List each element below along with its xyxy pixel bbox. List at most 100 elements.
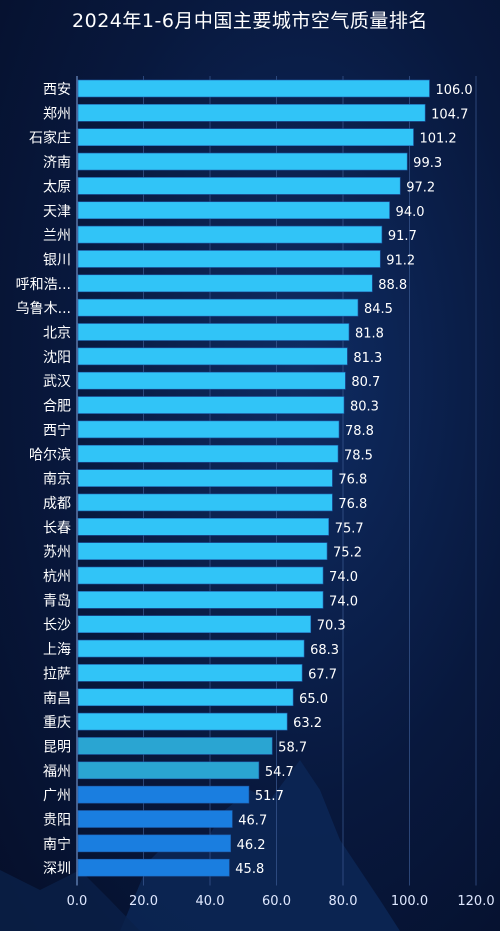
- data-label: 78.8: [345, 424, 374, 439]
- data-label: 46.2: [237, 838, 266, 853]
- data-label: 81.8: [355, 327, 384, 342]
- data-label: 76.8: [338, 497, 367, 512]
- bar: [77, 615, 312, 634]
- background-mountains: [0, 760, 400, 931]
- bar: [77, 566, 324, 585]
- category-label: 太原: [43, 179, 71, 195]
- data-label: 76.8: [338, 473, 367, 488]
- mountain-shape: [0, 870, 140, 931]
- x-axis-ticks: 0.0 20.0 40.0 60.0 80.0 100.0 120.0: [67, 894, 495, 909]
- category-label: 武汉: [43, 374, 71, 390]
- category-label: 南昌: [43, 691, 71, 707]
- category-label: 兰州: [43, 228, 71, 244]
- bar: [77, 542, 328, 560]
- value-labels: 106.0 104.7 101.2 99.3 97.2 94.0 91.7 91.2 88.8 8…: [235, 83, 472, 877]
- data-label: 75.7: [335, 521, 364, 536]
- x-tick-label: 20.0: [129, 894, 158, 909]
- mountain-shape: [120, 760, 400, 931]
- bar: [77, 274, 373, 293]
- data-label: 88.8: [378, 278, 407, 293]
- x-tick-label: 60.0: [262, 894, 291, 909]
- category-label: 长春: [43, 520, 71, 536]
- data-label: 68.3: [310, 643, 339, 658]
- x-tick-label: 120.0: [457, 894, 494, 909]
- data-label: 65.0: [299, 692, 328, 707]
- category-label: 贵阳: [43, 813, 71, 829]
- bar: [77, 664, 303, 682]
- data-label: 84.5: [364, 302, 393, 317]
- bar: [77, 493, 333, 512]
- bar: [77, 371, 346, 390]
- x-tick-label: 0.0: [67, 894, 88, 909]
- bar: [77, 177, 401, 195]
- category-label: 上海: [43, 642, 71, 658]
- bar: [77, 323, 350, 341]
- category-label: 成都: [43, 496, 71, 512]
- bar: [77, 250, 381, 268]
- data-label: 45.8: [235, 862, 264, 877]
- category-label: 乌鲁木...: [16, 301, 71, 317]
- data-label: 99.3: [413, 156, 442, 171]
- category-label: 西宁: [43, 422, 71, 439]
- data-label: 97.2: [406, 180, 435, 195]
- bar: [77, 517, 330, 536]
- bar: [77, 591, 324, 609]
- bar: [77, 347, 348, 366]
- data-label: 63.2: [293, 716, 322, 731]
- data-label: 94.0: [396, 205, 425, 220]
- category-label: 呼和浩...: [16, 277, 71, 293]
- bar: [77, 712, 288, 731]
- category-label: 天津: [43, 204, 71, 220]
- bar: [77, 201, 390, 220]
- category-label: 西安: [43, 82, 71, 98]
- data-label: 46.7: [238, 814, 267, 829]
- bar: [77, 469, 333, 487]
- data-label: 80.7: [351, 375, 380, 390]
- data-label: 51.7: [255, 789, 284, 804]
- x-tick-label: 80.0: [329, 894, 358, 909]
- bar: [77, 688, 294, 707]
- category-label: 广州: [43, 788, 71, 804]
- data-label: 54.7: [265, 765, 294, 780]
- data-label: 80.3: [350, 400, 379, 415]
- data-label: 70.3: [317, 619, 346, 634]
- category-label: 福州: [43, 764, 71, 780]
- bar: [77, 79, 430, 98]
- bars-group: [77, 79, 430, 877]
- category-label: 合肥: [43, 399, 71, 415]
- bar: [77, 420, 340, 439]
- category-label: 银川: [43, 252, 71, 268]
- data-label: 74.0: [329, 570, 358, 585]
- data-label: 91.7: [388, 229, 417, 244]
- bar: [77, 128, 414, 146]
- bar: [77, 298, 359, 317]
- data-label: 67.7: [308, 667, 337, 682]
- data-label: 104.7: [431, 107, 468, 122]
- bar: [77, 152, 408, 171]
- bar: [77, 225, 383, 244]
- category-label: 郑州: [43, 106, 71, 122]
- category-label: 深圳: [43, 861, 71, 877]
- data-label: 101.2: [419, 132, 456, 147]
- category-label: 拉萨: [43, 666, 71, 682]
- data-label: 75.2: [333, 546, 362, 561]
- category-label: 哈尔滨: [29, 447, 71, 463]
- bar: [77, 639, 305, 658]
- category-label: 苏州: [43, 545, 71, 561]
- bar: [77, 858, 230, 877]
- bar: [77, 444, 339, 463]
- bar: [77, 834, 231, 853]
- category-label: 北京: [43, 326, 71, 342]
- category-label: 长沙: [43, 618, 71, 634]
- bar: [77, 396, 345, 414]
- data-label: 91.2: [386, 253, 415, 268]
- category-label: 南京: [43, 472, 71, 488]
- category-label: 济南: [43, 155, 71, 171]
- category-label: 石家庄: [29, 130, 71, 147]
- data-label: 106.0: [435, 83, 472, 98]
- chart-title: 2024年1-6月中国主要城市空气质量排名: [72, 10, 428, 32]
- data-label: 81.3: [353, 351, 382, 366]
- x-tick-label: 100.0: [391, 894, 428, 909]
- category-label: 南宁: [43, 836, 71, 853]
